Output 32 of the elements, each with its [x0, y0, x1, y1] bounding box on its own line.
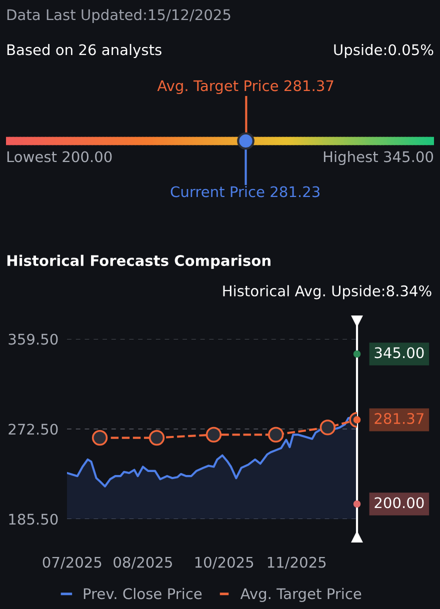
legend-label: Avg. Target Price — [157, 80, 278, 94]
legend-label: Avg. Target Price — [240, 588, 362, 602]
point — [148, 430, 165, 446]
point — [268, 426, 284, 443]
legend-label: Highest — [324, 150, 378, 166]
data-label: 345.00 — [384, 151, 434, 162]
point — [206, 426, 222, 443]
point — [353, 500, 361, 508]
text: Upside:0.05% — [334, 44, 434, 58]
legend-label: Current Price — [170, 186, 264, 198]
point — [92, 430, 108, 446]
data-label: 281.37 — [374, 413, 424, 424]
x-tick-label: 11/2025 — [268, 556, 326, 569]
text: Data Last Updated:15/12/2025 — [7, 8, 230, 24]
legend-label: Lowest — [7, 151, 57, 162]
legend-label: Prev. Close Price — [84, 588, 202, 600]
y-tick-label: 359.50 — [8, 334, 58, 345]
data-label: 281.37 — [284, 80, 334, 92]
chart-subtitle: Historical Avg. Upside:8.34% — [223, 285, 432, 300]
data-label: 281.23 — [270, 186, 320, 198]
y-tick-label: 272.50 — [8, 424, 58, 435]
x-tick-label: 10/2025 — [195, 556, 254, 569]
x-tick-label: 07/2025 — [42, 556, 102, 569]
point — [320, 420, 336, 436]
text: Based on 26 analysts — [7, 44, 162, 58]
point — [353, 350, 361, 358]
chart-title: Historical Forecasts Comparison — [7, 254, 270, 269]
y-tick-label: 185.50 — [9, 514, 58, 525]
x-tick-label: 08/2025 — [114, 556, 172, 569]
data-label: 200.00 — [374, 497, 424, 508]
data-label: 345.00 — [374, 347, 424, 358]
data-label: 200.00 — [62, 151, 112, 162]
